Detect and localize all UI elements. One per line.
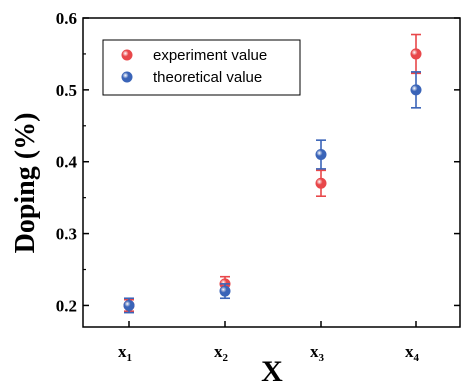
legend: experiment value theoretical value [102, 39, 301, 96]
legend-box [102, 39, 301, 96]
x-tick-label-subscript: 3 [319, 352, 325, 364]
data-point [410, 71, 422, 109]
plot-frame [82, 17, 461, 328]
x-tick-label-base: x [118, 342, 127, 361]
legend-marker [121, 49, 133, 61]
x-tick-label-subscript: 4 [414, 352, 420, 364]
data-point [219, 283, 231, 300]
legend-marker [121, 71, 133, 83]
x-axis-title: X [261, 355, 283, 383]
data-point [315, 139, 327, 170]
y-axis-ticks: 0.2 0.3 0.4 0.5 0.6 [56, 9, 460, 315]
data-point [123, 297, 135, 314]
y-tick-label: 0.2 [56, 296, 77, 315]
x-tick-label-base: x [405, 342, 414, 361]
data-point [410, 33, 422, 75]
x-tick-label: x1 [118, 342, 132, 364]
x-tick-label-base: x [310, 342, 319, 361]
legend-label: experiment value [153, 47, 267, 64]
point-marker [315, 177, 327, 189]
point-marker [315, 149, 327, 161]
point-marker [410, 48, 422, 60]
point-marker [410, 84, 422, 96]
x-tick-label: x3 [310, 342, 325, 364]
x-axis-ticks: x1 x2 x3 x4 [118, 321, 420, 364]
point-marker [123, 299, 135, 311]
x-tick-label-subscript: 2 [223, 352, 229, 364]
y-tick-label: 0.6 [56, 9, 77, 28]
x-tick-label-subscript: 1 [127, 352, 133, 364]
y-tick-label: 0.3 [56, 225, 77, 244]
x-tick-label-base: x [214, 342, 223, 361]
data-marks [123, 33, 422, 314]
y-axis-title: Doping (%) [10, 113, 41, 254]
data-point [315, 169, 327, 198]
point-marker [219, 285, 231, 297]
plot-axes [82, 17, 461, 328]
x-tick-label: x4 [405, 342, 420, 364]
y-tick-label: 0.4 [56, 153, 78, 172]
x-tick-label: x2 [214, 342, 229, 364]
y-tick-label: 0.5 [56, 81, 77, 100]
legend-label: theoretical value [153, 69, 262, 86]
